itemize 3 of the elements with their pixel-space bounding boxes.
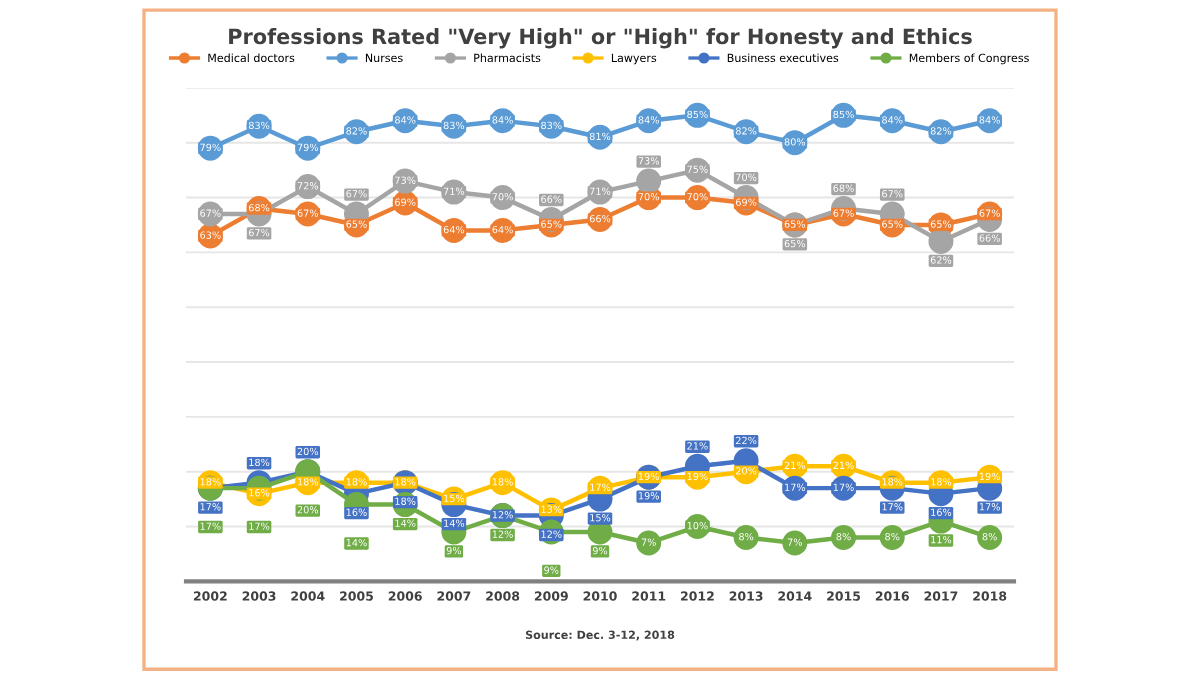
- point: [636, 168, 662, 194]
- point: [928, 228, 954, 254]
- chart-title: Professions Rated "Very High" or "High" for Honesty and Ethics: [229, 28, 972, 49]
